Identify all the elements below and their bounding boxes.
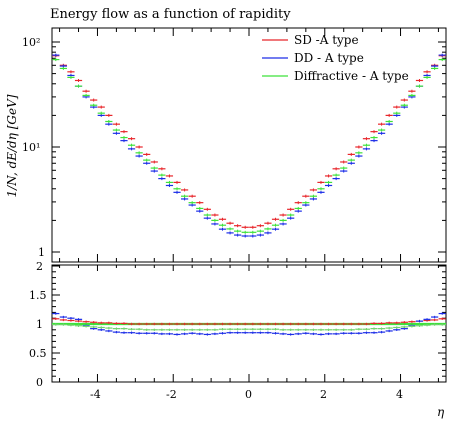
legend: SD -A type DD - A type Diffractive - A t…	[262, 33, 409, 83]
main-panel: 10² 10¹ 1 1/N, dE/dη [GeV] SD -A type DD…	[5, 27, 447, 263]
chart-title: Energy flow as a function of rapidity	[50, 7, 291, 22]
main-axis-ticks	[52, 28, 446, 262]
main-series-group	[52, 53, 446, 238]
ratio-y-tick-label-2: 2	[36, 260, 43, 273]
x-tick-label-neg2: -2	[166, 388, 177, 401]
ratio-panel: 2 1.5 1 0.5 0 -4 -2 0 2 4 η	[29, 260, 447, 419]
legend-label-diffractive: Diffractive - A type	[294, 69, 409, 83]
x-tick-label-0: 0	[245, 388, 252, 401]
ratio-y-tick-label-1: 1	[36, 318, 43, 331]
y-tick-label-1: 1	[38, 246, 45, 259]
y-axis-label: 1/N, dE/dη [GeV]	[5, 94, 19, 197]
ratio-axis-ticks	[52, 265, 446, 383]
main-plot-frame	[51, 27, 447, 263]
y-tick-label-100: 10²	[22, 36, 40, 49]
legend-label-sd: SD -A type	[294, 33, 359, 47]
ratio-series-group	[52, 312, 446, 336]
x-axis-label: η	[437, 405, 445, 419]
y-tick-label-10: 10¹	[22, 141, 40, 154]
x-tick-label-2: 2	[320, 388, 327, 401]
ratio-y-tick-label-1.5: 1.5	[29, 289, 47, 302]
x-tick-label-neg4: -4	[90, 388, 101, 401]
ratio-y-tick-label-0.5: 0.5	[29, 347, 47, 360]
legend-label-dd: DD - A type	[294, 51, 364, 65]
x-tick-label-4: 4	[396, 388, 403, 401]
ratio-y-tick-label-0: 0	[36, 376, 43, 389]
